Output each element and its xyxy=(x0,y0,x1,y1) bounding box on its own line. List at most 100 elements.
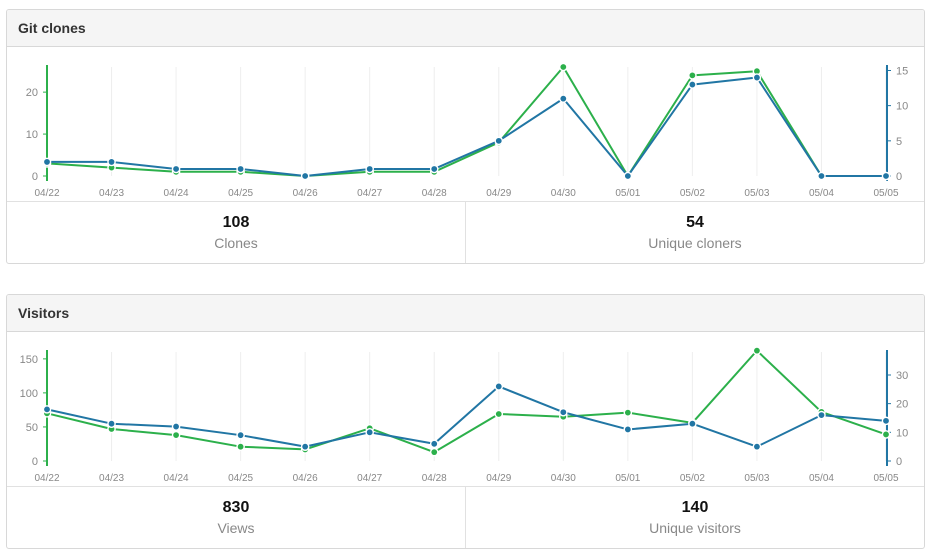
right-tick-label: 0 xyxy=(896,456,902,468)
x-tick-label: 05/02 xyxy=(680,188,705,199)
green-data-point xyxy=(494,409,504,419)
stat-value: 108 xyxy=(222,214,250,231)
blue-data-point xyxy=(429,439,439,449)
green-series-line xyxy=(46,349,887,454)
x-tick-label: 04/28 xyxy=(422,473,447,484)
blue-data-point xyxy=(107,419,116,429)
stat-clones: 108 Clones xyxy=(7,202,465,263)
x-tick-label: 04/27 xyxy=(357,188,382,199)
blue-data-point xyxy=(494,382,504,391)
right-tick-label: 5 xyxy=(896,136,902,148)
x-tick-label: 04/28 xyxy=(422,188,447,199)
blue-series-line xyxy=(46,385,887,448)
green-data-point xyxy=(688,71,697,80)
stat-value: 140 xyxy=(681,499,709,516)
green-data-point xyxy=(236,442,245,451)
x-tick-label: 04/23 xyxy=(99,473,124,484)
clones-stats: 108 Clones 54 Unique cloners xyxy=(7,201,924,263)
left-tick-label: 0 xyxy=(32,171,38,183)
x-tick-label: 05/05 xyxy=(873,473,898,484)
green-data-point xyxy=(752,346,762,355)
right-tick-label: 10 xyxy=(896,101,908,113)
git-clones-chart: 04/22 04/23 04/24 04/25 04/26 04/27 04/28 04/29… xyxy=(26,62,908,199)
left-tick-label: 100 xyxy=(20,388,38,400)
blue-data-point xyxy=(752,442,762,451)
stat-label: Views xyxy=(217,520,255,536)
blue-series-line xyxy=(47,76,886,177)
x-tick-label: 04/30 xyxy=(551,188,576,199)
x-tick-label: 05/01 xyxy=(615,188,640,199)
blue-data-point xyxy=(881,416,891,426)
x-tick-label: 05/03 xyxy=(744,188,769,199)
x-tick-label: 05/02 xyxy=(680,473,705,484)
x-tick-label: 04/26 xyxy=(293,188,318,199)
stat-unique-visitors: 140 Unique visitors xyxy=(465,487,924,548)
right-tick-label: 30 xyxy=(896,370,908,382)
right-tick-label: 10 xyxy=(896,427,908,439)
blue-data-point xyxy=(752,73,762,82)
x-tick-label: 05/04 xyxy=(809,188,834,199)
blue-data-point xyxy=(42,157,52,167)
x-tick-label: 04/30 xyxy=(551,473,576,484)
x-tick-label: 04/22 xyxy=(34,188,59,199)
green-data-point xyxy=(171,430,181,440)
green-data-point xyxy=(429,447,439,457)
blue-data-point xyxy=(236,164,245,174)
blue-data-point xyxy=(688,419,697,429)
blue-data-point xyxy=(559,407,568,417)
blue-data-point xyxy=(300,442,310,451)
x-tick-label: 04/29 xyxy=(486,473,511,484)
x-tick-label: 04/24 xyxy=(164,188,189,199)
left-tick-label: 10 xyxy=(26,129,38,141)
blue-data-point xyxy=(365,428,374,437)
visitors-panel: Visitors 04/22 04/23 04/24 04/25 04/26 04/27 0… xyxy=(6,294,925,549)
blue-data-point xyxy=(171,422,181,431)
green-data-point xyxy=(623,408,633,417)
blue-data-point xyxy=(559,94,568,103)
visitors-chart: 04/22 04/23 04/24 04/25 04/26 04/27 04/28 04/29… xyxy=(20,346,908,484)
blue-data-point xyxy=(494,136,504,146)
blue-data-point xyxy=(42,405,52,414)
x-tick-label: 05/05 xyxy=(873,188,898,199)
blue-data-point xyxy=(236,430,245,440)
right-tick-label: 20 xyxy=(896,399,908,411)
left-tick-label: 20 xyxy=(26,87,38,99)
blue-data-point xyxy=(300,171,310,181)
blue-data-point xyxy=(881,171,891,181)
blue-data-point xyxy=(623,425,633,434)
green-series-line xyxy=(46,66,886,177)
git-clones-panel: Git clones 04/22 04/23 04/24 04/25 04/26 04/2… xyxy=(6,9,925,264)
x-tick-label: 04/27 xyxy=(357,473,382,484)
x-tick-label: 04/26 xyxy=(293,473,318,484)
x-tick-label: 04/23 xyxy=(99,188,124,199)
blue-data-point xyxy=(623,171,633,181)
blue-data-point xyxy=(817,410,826,420)
blue-data-point xyxy=(171,164,181,174)
panel-title: Visitors xyxy=(7,295,924,332)
left-tick-label: 150 xyxy=(20,354,38,366)
stat-label: Clones xyxy=(214,235,258,251)
blue-data-point xyxy=(365,164,374,174)
x-tick-label: 04/25 xyxy=(228,188,253,199)
visitors-stats: 830 Views 140 Unique visitors xyxy=(7,486,924,548)
panel-title: Git clones xyxy=(7,10,924,47)
stat-label: Unique visitors xyxy=(649,520,741,536)
blue-data-point xyxy=(817,171,826,181)
left-tick-label: 50 xyxy=(26,422,38,434)
stat-label: Unique cloners xyxy=(648,235,742,251)
blue-data-point xyxy=(688,80,697,89)
right-tick-label: 0 xyxy=(896,171,902,183)
x-tick-label: 05/03 xyxy=(744,473,769,484)
left-tick-label: 0 xyxy=(32,456,38,468)
x-tick-label: 04/24 xyxy=(164,473,189,484)
stat-value: 830 xyxy=(222,499,250,516)
x-tick-label: 04/29 xyxy=(486,188,511,199)
blue-data-point xyxy=(107,157,116,167)
x-tick-label: 05/04 xyxy=(809,473,834,484)
green-data-point xyxy=(881,430,891,439)
x-tick-label: 04/25 xyxy=(228,473,253,484)
x-tick-label: 04/22 xyxy=(34,473,59,484)
stat-unique-cloners: 54 Unique cloners xyxy=(465,202,924,263)
stat-views: 830 Views xyxy=(7,487,465,548)
blue-data-point xyxy=(429,164,439,174)
